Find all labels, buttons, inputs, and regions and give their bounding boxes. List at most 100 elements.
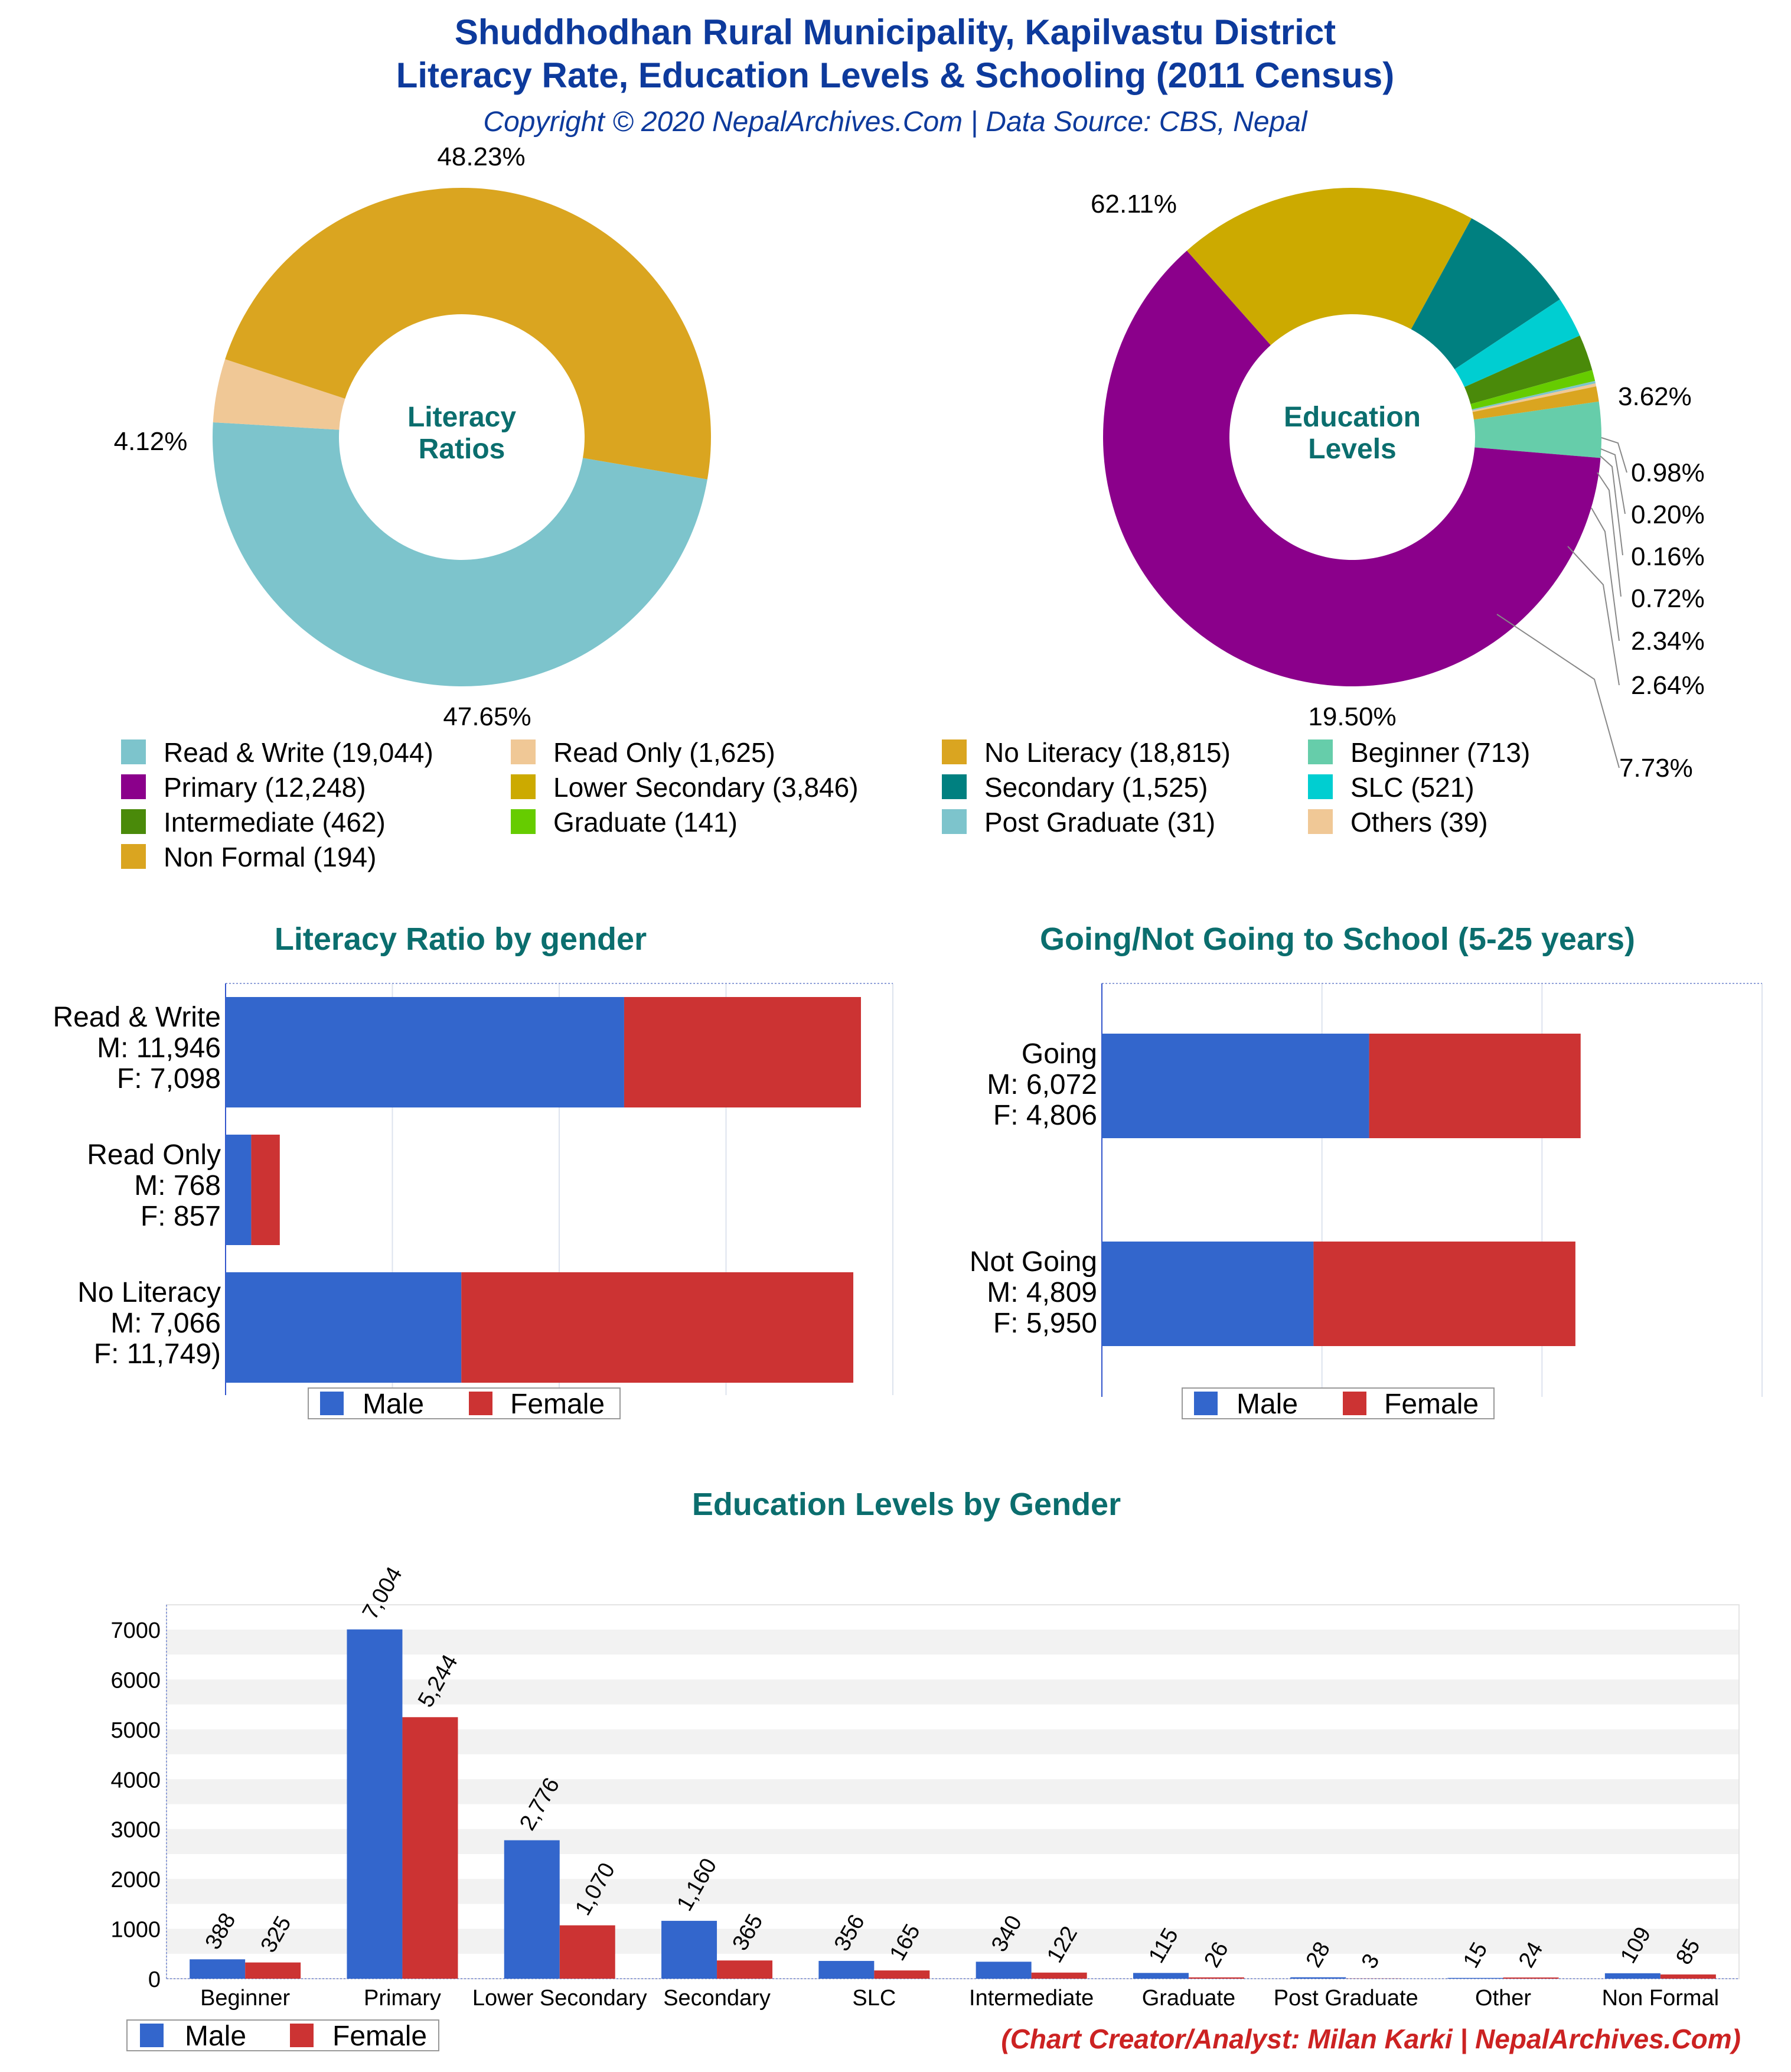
legend-swatch-female: [1343, 1392, 1366, 1415]
education-pct-slc: 2.64%: [1631, 671, 1705, 700]
bar-male: [226, 997, 624, 1107]
education-slice-primary: [1103, 250, 1601, 686]
legend-box: [126, 2019, 439, 2051]
x-tick-label: Primary: [364, 1986, 441, 2011]
y-tick-label: 7000: [110, 1618, 161, 1643]
bar-male: [226, 1135, 252, 1245]
literacy-donut-chart: [212, 187, 712, 687]
legend-label-male: Male: [1237, 1389, 1298, 1420]
legend-swatch: [1308, 809, 1333, 834]
legend-label: Read & Write (19,044): [164, 737, 433, 768]
legend-swatch-male: [140, 2024, 164, 2047]
bar-category-label: No Literacy: [77, 1277, 221, 1308]
education-pct-primary: 62.11%: [1091, 190, 1177, 219]
literacy-slice-no-literacy: [225, 187, 712, 480]
y-tick-label: 4000: [110, 1768, 161, 1793]
x-tick-label: Other: [1475, 1986, 1531, 2011]
legend-swatch: [511, 739, 536, 764]
bar-category-label: F: 857: [141, 1201, 221, 1232]
education-slice-intermediate: [1464, 335, 1593, 405]
education-donut-chart: [1103, 188, 1602, 686]
bar-male: [190, 1959, 246, 1979]
bar-male: [1290, 1977, 1346, 1979]
literacy-slice-read-write: [212, 422, 707, 687]
education-slice-lower-secondary: [1186, 188, 1472, 346]
x-tick-label: Post Graduate: [1274, 1986, 1418, 2011]
literacy-donut-center-label-1: Literacy: [407, 402, 516, 433]
legend-swatch: [1308, 739, 1333, 764]
legend-label: Lower Secondary (3,846): [553, 772, 859, 803]
legend-label-female: Female: [510, 1389, 605, 1420]
bar-male: [1604, 1973, 1660, 1979]
grid-band: [167, 1679, 1739, 1705]
x-tick-label: Non Formal: [1602, 1986, 1720, 2011]
bar-male: [1447, 1977, 1503, 1979]
bar-category-label: M: 768: [134, 1170, 221, 1201]
bar-category-label: F: 4,806: [993, 1100, 1097, 1131]
education-slice-slc: [1454, 299, 1580, 387]
x-tick-label: Beginner: [200, 1986, 290, 2011]
literacy-gender-title: Literacy Ratio by gender: [275, 921, 647, 957]
plot-frame: [166, 1604, 1740, 1979]
education-slice-secondary: [1411, 218, 1560, 370]
bar-female: [251, 1135, 280, 1245]
education-slice-graduate: [1470, 370, 1596, 410]
x-tick-label: Lower Secondary: [472, 1986, 647, 2011]
education-pct-intermediate: 2.34%: [1631, 627, 1705, 656]
literacy-slice-read-only: [213, 359, 345, 430]
bar-female: [1313, 1242, 1575, 1346]
y-tick-label: 2000: [110, 1868, 161, 1892]
bar-female: [1503, 1977, 1559, 1979]
legend-label-female: Female: [1384, 1389, 1479, 1420]
legend-item: Others (39): [1308, 807, 1488, 838]
bar-male: [1133, 1973, 1189, 1979]
legend-item: Primary (12,248): [121, 772, 366, 803]
bar-category-label: F: 5,950: [993, 1308, 1097, 1339]
y-tick-label: 6000: [110, 1668, 161, 1693]
legend-label-male: Male: [363, 1389, 424, 1420]
education-slice-post-graduate: [1472, 380, 1596, 411]
legend-swatch: [1308, 774, 1333, 799]
bar-female: [245, 1962, 301, 1979]
bar-category-label: M: 6,072: [987, 1069, 1097, 1100]
legend-swatch-male: [320, 1392, 344, 1415]
education-leader-lines: [1496, 437, 1627, 768]
legend-swatch: [942, 809, 967, 834]
education-pct-non-formal: 0.98%: [1631, 458, 1705, 487]
bar-female: [461, 1272, 854, 1383]
bar-female: [717, 1960, 773, 1979]
legend-swatch: [511, 774, 536, 799]
bar-female: [1188, 1977, 1244, 1979]
education-donut-center-label-2: Levels: [1308, 434, 1396, 465]
literacy-donut-center-label-2: Ratios: [419, 434, 505, 465]
copyright-line: Copyright © 2020 NepalArchives.Com | Dat…: [483, 106, 1307, 138]
bar-male: [1102, 1242, 1314, 1346]
legend-swatch: [121, 809, 146, 834]
x-tick-label: Secondary: [663, 1986, 771, 2011]
legend-label: Post Graduate (31): [984, 807, 1215, 838]
bar-male: [818, 1960, 875, 1979]
x-tick-label: SLC: [852, 1986, 896, 2011]
literacy-pct-read-write: 48.23%: [437, 142, 525, 171]
bar-female: [874, 1970, 930, 1979]
legend-item: No Literacy (18,815): [942, 737, 1231, 768]
legend-item: Non Formal (194): [121, 842, 376, 872]
y-tick-label: 0: [148, 1967, 161, 1992]
legend-item: Secondary (1,525): [942, 772, 1208, 803]
bar-male: [1102, 1034, 1369, 1138]
x-tick-label: Intermediate: [969, 1986, 1094, 2011]
y-tick-label: 3000: [110, 1818, 161, 1843]
bar-male: [504, 1840, 560, 1979]
bar-category-label: F: 11,749): [94, 1338, 221, 1370]
bar-category-label: Read & Write: [53, 1002, 221, 1033]
legend-swatch: [942, 739, 967, 764]
bar-male: [661, 1921, 717, 1979]
legend-box: [1182, 1387, 1495, 1419]
bar-category-label: Read Only: [87, 1139, 221, 1171]
bar-female: [1660, 1974, 1716, 1979]
legend-swatch-female: [290, 2024, 314, 2047]
legend-label-female: Female: [332, 2021, 427, 2052]
